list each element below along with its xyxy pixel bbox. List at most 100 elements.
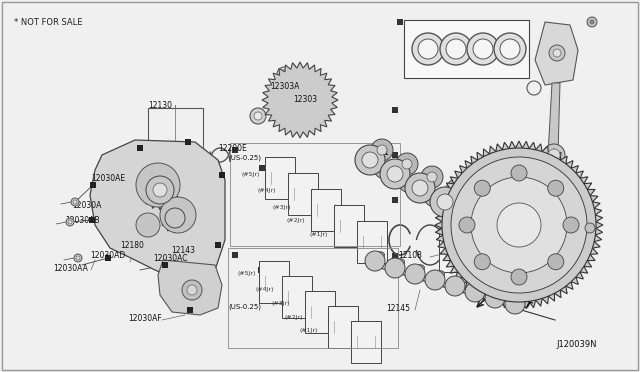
- Text: J120039N: J120039N: [556, 340, 596, 349]
- Bar: [162, 262, 168, 268]
- Circle shape: [437, 194, 453, 210]
- Bar: [219, 172, 225, 178]
- Polygon shape: [435, 141, 603, 309]
- Circle shape: [442, 148, 596, 302]
- Text: 12145: 12145: [386, 304, 410, 313]
- Circle shape: [421, 166, 443, 188]
- Ellipse shape: [372, 252, 385, 262]
- Text: 12143: 12143: [171, 246, 195, 255]
- Circle shape: [405, 264, 425, 284]
- Bar: [311, 189, 341, 231]
- Text: 12303: 12303: [293, 95, 317, 104]
- Polygon shape: [160, 203, 190, 233]
- Bar: [328, 212, 334, 218]
- Circle shape: [68, 220, 72, 224]
- Text: 12200E: 12200E: [218, 144, 247, 153]
- Circle shape: [548, 180, 564, 196]
- Bar: [282, 282, 288, 288]
- Bar: [215, 242, 221, 248]
- Text: (#3Jr): (#3Jr): [272, 301, 291, 306]
- Bar: [351, 321, 381, 363]
- Circle shape: [455, 201, 485, 231]
- Bar: [187, 307, 193, 313]
- Text: (#5Jr): (#5Jr): [237, 271, 255, 276]
- Circle shape: [452, 185, 462, 195]
- Circle shape: [497, 203, 541, 247]
- Circle shape: [187, 285, 197, 295]
- Circle shape: [585, 223, 595, 233]
- Circle shape: [459, 217, 475, 233]
- Circle shape: [511, 165, 527, 181]
- Circle shape: [548, 149, 560, 161]
- Text: (#1Jr): (#1Jr): [310, 232, 328, 237]
- Circle shape: [430, 187, 460, 217]
- Circle shape: [474, 254, 490, 270]
- Circle shape: [405, 173, 435, 203]
- Circle shape: [74, 254, 82, 262]
- Bar: [89, 217, 95, 223]
- Text: 12030AD: 12030AD: [90, 251, 125, 260]
- Bar: [328, 306, 358, 348]
- Circle shape: [146, 176, 174, 204]
- Circle shape: [494, 33, 526, 65]
- Bar: [535, 167, 541, 173]
- Bar: [404, 20, 529, 78]
- Polygon shape: [158, 260, 222, 315]
- Circle shape: [446, 179, 468, 201]
- Bar: [535, 217, 541, 223]
- Bar: [587, 19, 593, 25]
- Bar: [392, 253, 398, 259]
- Bar: [105, 255, 111, 261]
- Circle shape: [462, 208, 478, 224]
- Text: * NOT FOR SALE: * NOT FOR SALE: [14, 18, 83, 27]
- Circle shape: [590, 20, 594, 24]
- Circle shape: [500, 39, 520, 59]
- Bar: [305, 297, 311, 303]
- Circle shape: [474, 180, 490, 196]
- Bar: [230, 143, 400, 246]
- Circle shape: [71, 198, 79, 206]
- Bar: [258, 267, 264, 273]
- Text: 12130: 12130: [148, 101, 172, 110]
- Circle shape: [254, 112, 262, 120]
- Circle shape: [387, 166, 403, 182]
- Circle shape: [467, 33, 499, 65]
- Bar: [439, 228, 471, 272]
- Text: 12333: 12333: [555, 231, 579, 240]
- Text: (#4Jr): (#4Jr): [256, 287, 275, 292]
- Circle shape: [268, 68, 332, 132]
- Circle shape: [412, 180, 428, 196]
- Circle shape: [66, 218, 74, 226]
- Circle shape: [182, 280, 202, 300]
- Circle shape: [505, 294, 525, 314]
- Ellipse shape: [431, 271, 444, 281]
- Polygon shape: [90, 140, 225, 285]
- Bar: [397, 19, 403, 25]
- Text: 12030A: 12030A: [72, 201, 101, 210]
- Text: 12331: 12331: [550, 196, 574, 205]
- Ellipse shape: [492, 289, 504, 299]
- Bar: [392, 197, 398, 203]
- Text: 12030AC: 12030AC: [153, 254, 188, 263]
- Text: (#2Jr): (#2Jr): [285, 315, 303, 320]
- Circle shape: [380, 159, 410, 189]
- Bar: [283, 180, 289, 186]
- Circle shape: [587, 17, 597, 27]
- Text: 12030AF: 12030AF: [128, 314, 162, 323]
- Bar: [392, 107, 398, 113]
- Circle shape: [563, 217, 579, 233]
- Bar: [357, 221, 387, 263]
- Circle shape: [451, 157, 587, 293]
- Circle shape: [377, 145, 387, 155]
- Circle shape: [440, 33, 472, 65]
- Polygon shape: [548, 83, 560, 155]
- Bar: [232, 252, 238, 258]
- Circle shape: [281, 71, 287, 77]
- Polygon shape: [140, 170, 180, 210]
- Ellipse shape: [424, 193, 440, 207]
- Circle shape: [543, 144, 565, 166]
- Text: (#5Jr): (#5Jr): [242, 172, 260, 177]
- Circle shape: [412, 33, 444, 65]
- Bar: [392, 152, 398, 158]
- Bar: [259, 261, 289, 303]
